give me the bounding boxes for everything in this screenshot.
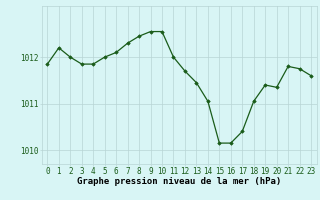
X-axis label: Graphe pression niveau de la mer (hPa): Graphe pression niveau de la mer (hPa)	[77, 177, 281, 186]
